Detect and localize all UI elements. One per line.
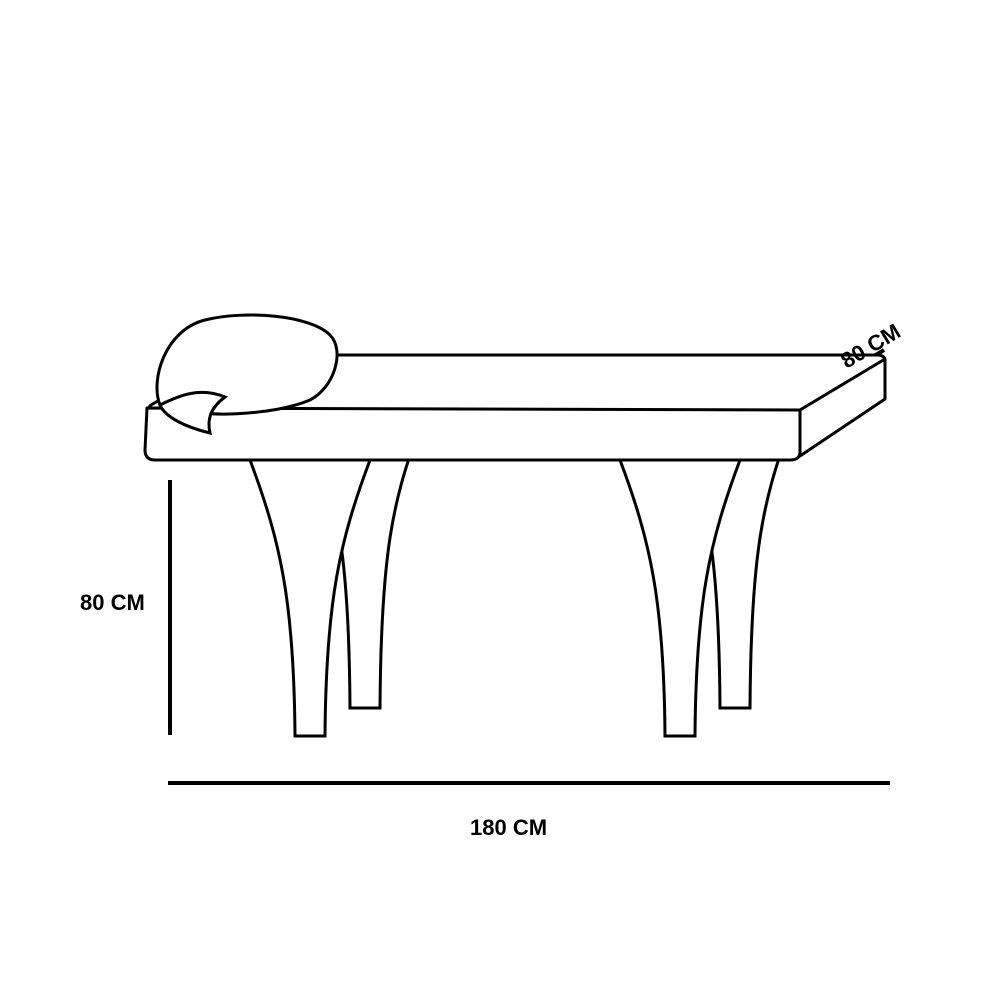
height-label: 80 CM xyxy=(80,590,145,616)
table-diagram xyxy=(0,0,1000,1000)
length-label: 180 CM xyxy=(470,815,547,841)
table-front-face xyxy=(145,408,800,460)
